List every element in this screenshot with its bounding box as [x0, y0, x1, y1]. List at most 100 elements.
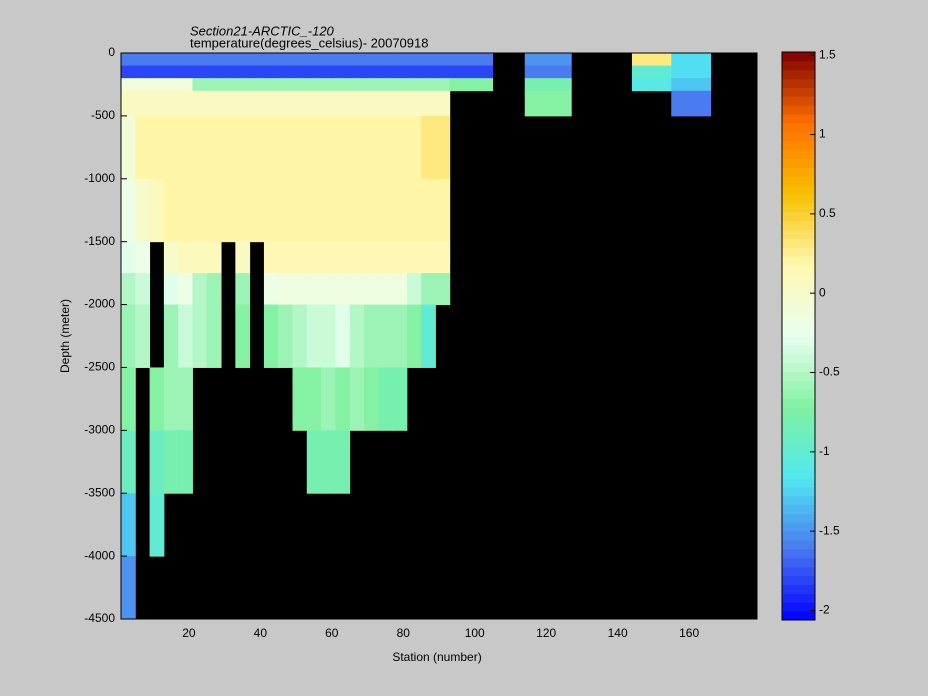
heatmap-cell — [178, 241, 193, 274]
heatmap-cell — [349, 65, 365, 79]
x-axis-label: Station (number) — [392, 650, 481, 664]
heatmap-cell — [349, 304, 365, 368]
colorbar-swatch — [782, 176, 815, 186]
heatmap-cell — [671, 53, 712, 67]
heatmap-cell — [321, 304, 336, 368]
heatmap-cell — [321, 53, 336, 67]
colorbar-swatch — [782, 566, 815, 577]
heatmap-cell — [378, 90, 394, 117]
heatmap-cell — [631, 78, 672, 92]
heatmap-cell — [149, 65, 165, 79]
colorbar-swatch — [782, 69, 815, 80]
heatmap-cell — [149, 78, 165, 92]
heatmap-cell — [306, 241, 322, 274]
colorbar-swatch — [782, 371, 815, 381]
heatmap-cell — [335, 241, 351, 274]
heatmap-cell — [321, 367, 336, 431]
colorbar-swatch — [782, 513, 815, 523]
heatmap-cell — [435, 273, 451, 306]
heatmap-cell — [406, 241, 422, 274]
colorbar-swatch — [782, 238, 815, 248]
heatmap-cell — [135, 53, 151, 67]
heatmap-cell — [263, 273, 279, 306]
heatmap-cell — [178, 65, 193, 79]
heatmap-cell — [392, 65, 408, 79]
colorbar-swatch — [782, 140, 815, 151]
heatmap-cell — [178, 430, 193, 494]
colorbar-swatch — [782, 451, 815, 461]
heatmap-cell — [121, 367, 136, 431]
colorbar-swatch — [782, 575, 815, 585]
heatmap-cell — [249, 90, 265, 117]
colorbar-swatch — [782, 211, 815, 222]
colorbar-swatch — [782, 531, 815, 541]
heatmap-cell — [263, 53, 279, 67]
heatmap-cell — [292, 115, 308, 180]
heatmap-cell — [406, 53, 422, 67]
colorbar-swatch — [782, 291, 815, 301]
heatmap-cell — [435, 241, 451, 274]
heatmap-cell — [192, 78, 208, 92]
heatmap-cell — [149, 367, 165, 431]
heatmap-cell — [178, 78, 193, 92]
heatmap-cell — [235, 65, 251, 79]
colorbar-tick-label: 1 — [819, 127, 826, 141]
heatmap-cell — [306, 65, 322, 79]
colorbar-swatch — [782, 398, 815, 408]
colorbar-tick-label: 0.5 — [819, 206, 836, 220]
heatmap-cell — [435, 90, 451, 117]
heatmap-cell — [192, 304, 208, 368]
x-tick-label: 40 — [254, 626, 268, 640]
heatmap-cell — [406, 78, 422, 92]
colorbar-swatch — [782, 353, 815, 364]
colorbar-swatch — [782, 247, 815, 257]
colorbar-swatch — [782, 549, 815, 559]
heatmap-cell — [135, 78, 151, 92]
heatmap-cell — [421, 53, 436, 67]
heatmap-cell — [363, 273, 379, 306]
y-tick-label: -4000 — [84, 548, 115, 562]
colorbar-tick-label: 0 — [819, 285, 826, 299]
heatmap-cell — [206, 78, 222, 92]
colorbar-swatch — [782, 282, 815, 293]
heatmap-cell — [278, 90, 294, 117]
heatmap-cell — [306, 178, 322, 243]
heatmap-cell — [421, 115, 436, 180]
colorbar-swatch — [782, 131, 815, 142]
colorbar-swatch — [782, 52, 815, 62]
heatmap-cell — [449, 53, 494, 67]
heatmap-cell — [363, 115, 379, 180]
heatmap-cell — [421, 304, 436, 368]
heatmap-cell — [192, 65, 208, 79]
heatmap-cell — [631, 53, 672, 67]
chart-subtitle: temperature(degrees_celsius)- 20070918 — [190, 35, 428, 50]
heatmap-cell — [406, 90, 422, 117]
colorbar-swatch — [782, 185, 815, 195]
heatmap-cell — [206, 304, 222, 368]
heatmap-cell — [378, 65, 394, 79]
heatmap-cell — [335, 178, 351, 243]
heatmap-cell — [263, 304, 279, 368]
heatmap-cell — [221, 178, 236, 243]
heatmap-cell — [206, 273, 222, 306]
heatmap-cell — [206, 178, 222, 243]
heatmap-cell — [349, 53, 365, 67]
heatmap-cell — [378, 304, 394, 368]
heatmap-cell — [178, 115, 193, 180]
heatmap-cell — [406, 115, 422, 180]
heatmap-cell — [292, 78, 308, 92]
heatmap-cell — [121, 241, 136, 274]
heatmap-cell — [221, 115, 236, 180]
heatmap-cell — [449, 78, 494, 92]
colorbar-swatch — [782, 158, 815, 168]
heatmap-cell — [363, 78, 379, 92]
colorbar-swatch — [782, 309, 815, 319]
colorbar-tick-label: -1.5 — [819, 523, 840, 537]
heatmap-cell — [163, 304, 179, 368]
heatmap-cell — [321, 178, 336, 243]
heatmap-cell — [163, 115, 179, 180]
x-tick-label: 100 — [465, 626, 485, 640]
heatmap-cell — [121, 115, 136, 180]
heatmap-cell — [135, 304, 151, 368]
heatmap-cell — [263, 241, 279, 274]
